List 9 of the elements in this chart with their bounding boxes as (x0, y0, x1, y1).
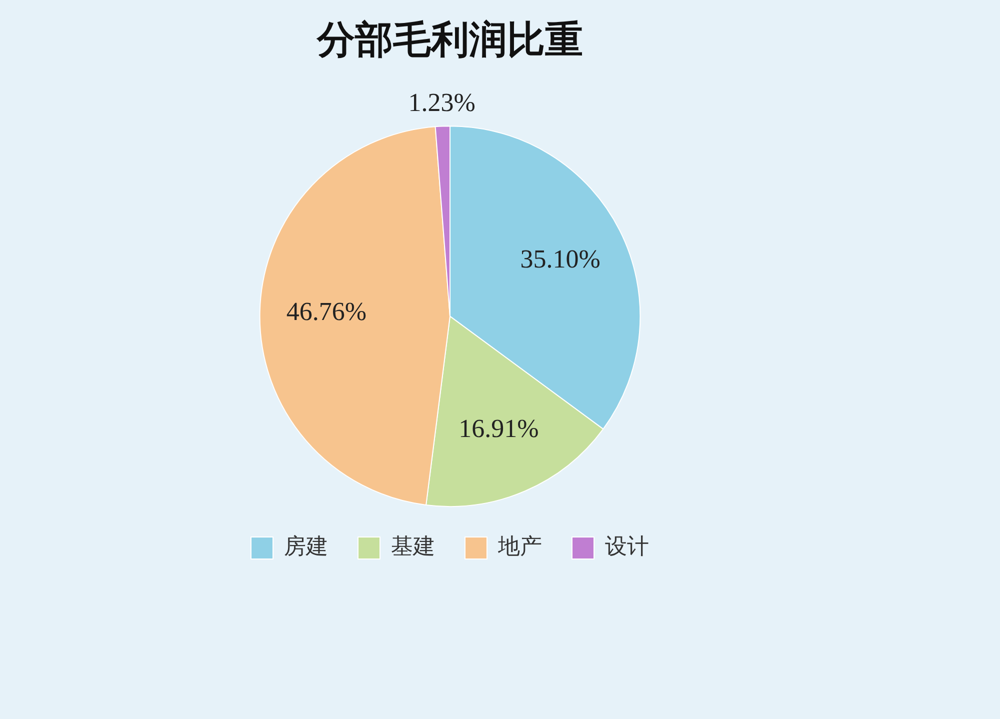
data-label: 16.91% (458, 414, 539, 443)
data-label: 46.76% (286, 297, 366, 326)
data-label: 1.23% (408, 88, 476, 118)
legend-label: 基建 (391, 534, 435, 560)
chart-title: 分部毛利润比重 (316, 18, 583, 62)
legend-label: 房建 (284, 534, 328, 560)
data-label: 35.10% (520, 244, 600, 274)
legend-label: 地产 (497, 534, 542, 560)
legend-label: 设计 (605, 534, 649, 560)
